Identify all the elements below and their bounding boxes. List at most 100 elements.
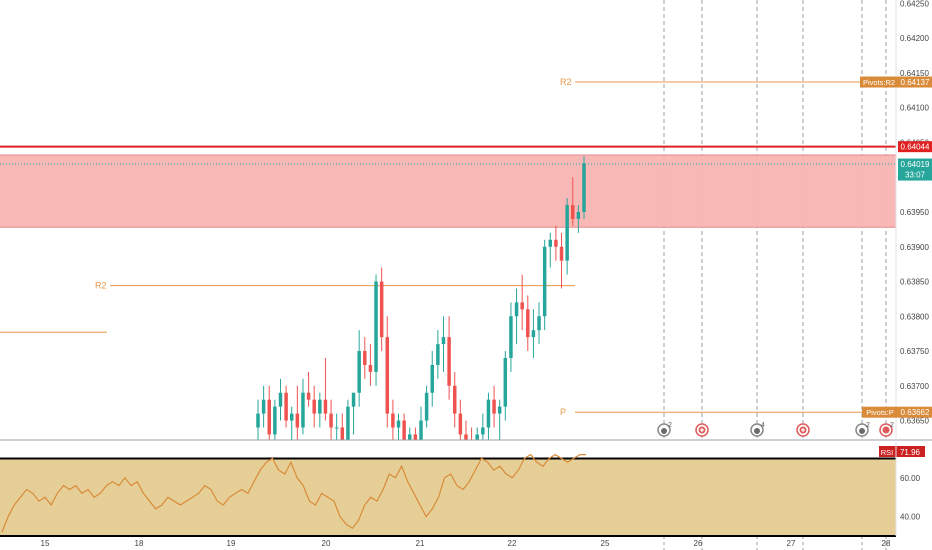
candle — [323, 357, 328, 421]
candle — [559, 232, 564, 289]
candle — [475, 427, 479, 440]
time-tick-label: 27 — [787, 539, 796, 548]
candle — [576, 205, 581, 233]
candle — [284, 385, 288, 428]
candle — [334, 413, 339, 440]
candle — [441, 316, 446, 372]
candle — [256, 399, 260, 440]
time-tick-label: 28 — [882, 539, 891, 548]
candle — [542, 239, 547, 331]
previous-r2-label: R2 — [95, 281, 107, 291]
candle — [452, 371, 457, 428]
price-tick-label: 0.64100 — [900, 104, 929, 113]
candle — [374, 274, 378, 386]
event-count: 2 — [668, 422, 672, 429]
time-tick-label: 21 — [416, 539, 425, 548]
candle — [520, 274, 524, 331]
candle — [363, 337, 367, 379]
time-tick-label: 22 — [508, 539, 517, 548]
red-level-tag: 0.64044 — [898, 141, 932, 153]
candle — [458, 399, 463, 440]
candle — [565, 198, 569, 275]
candle — [306, 371, 311, 407]
rsi-line — [1, 453, 586, 533]
time-axis[interactable]: 15 18 19 20 21 22 25 26 27 28 — [41, 539, 891, 548]
svg-text:Pivots:P: Pivots:P — [866, 408, 894, 417]
time-tick-label: 26 — [694, 539, 703, 548]
time-tick-label: 19 — [227, 539, 236, 548]
time-tick-label: 25 — [601, 539, 610, 548]
svg-text:0.64137: 0.64137 — [901, 78, 930, 87]
candle — [419, 406, 423, 440]
dividend-event-icon[interactable]: 2 — [879, 422, 894, 437]
candle — [318, 392, 322, 428]
candle — [340, 413, 345, 440]
time-tick-label: 18 — [135, 539, 144, 548]
pivot-r2-label: R2 — [560, 77, 572, 87]
candle — [537, 302, 541, 345]
candle — [447, 316, 451, 400]
candle — [267, 385, 271, 440]
earnings-event-icon[interactable]: 2 — [657, 422, 672, 437]
event-count: 4 — [761, 422, 765, 429]
candle — [424, 385, 429, 428]
candle — [396, 413, 401, 440]
svg-text:0.64044: 0.64044 — [901, 143, 930, 152]
rsi-value: 71.96 — [900, 448, 921, 457]
candle — [278, 378, 283, 421]
candle — [329, 399, 333, 440]
candle — [548, 232, 553, 268]
price-tick-label: 0.63800 — [900, 312, 929, 321]
candle — [571, 177, 575, 226]
pivot-r2-tag: Pivots:R2 0.64137 — [860, 76, 932, 88]
time-tick-label: 20 — [322, 539, 331, 548]
pivot-p-tag: Pivots:P 0.63662 — [862, 406, 932, 418]
event-markers[interactable]: 2 4 2 2 — [657, 422, 894, 437]
earnings-event-icon[interactable]: 4 — [750, 422, 765, 437]
candle — [503, 351, 508, 421]
svg-text:Pivots:R2: Pivots:R2 — [863, 78, 895, 87]
price-tick-label: 0.64200 — [900, 34, 929, 43]
rsi-band — [0, 458, 896, 536]
candle — [497, 399, 502, 440]
candle — [531, 309, 536, 358]
candle — [273, 399, 277, 440]
candle — [379, 267, 384, 352]
candle — [554, 225, 558, 261]
price-tick-label: 0.63900 — [900, 243, 929, 252]
candle — [351, 392, 356, 435]
candle — [408, 427, 412, 440]
candle — [582, 156, 586, 219]
earnings-event-icon[interactable]: 2 — [855, 422, 870, 437]
candle — [514, 288, 519, 345]
candle — [312, 385, 316, 428]
resistance-zone[interactable] — [0, 155, 896, 228]
dividend-event-icon[interactable] — [796, 423, 810, 437]
candle — [301, 378, 305, 435]
candle — [402, 413, 406, 440]
price-tick-label: 0.63650 — [900, 417, 929, 426]
price-tick-label: 0.63750 — [900, 347, 929, 356]
candle — [526, 295, 530, 352]
candle — [261, 385, 266, 428]
svg-text:0.63662: 0.63662 — [901, 408, 930, 417]
bar-countdown: 33:07 — [905, 171, 926, 180]
rsi-label: RSI — [881, 448, 894, 457]
candle — [464, 420, 468, 440]
candle — [357, 330, 361, 407]
candle — [391, 399, 395, 440]
candle — [385, 316, 390, 428]
price-tick-label: 0.63700 — [900, 382, 929, 391]
candle — [295, 385, 300, 440]
rsi-tick-label: 40.00 — [900, 513, 921, 522]
time-tick-label: 15 — [41, 539, 50, 548]
price-tick-label: 0.64150 — [900, 69, 929, 78]
candle — [413, 427, 418, 440]
candles — [256, 156, 586, 443]
candle — [368, 344, 373, 386]
rsi-tick-label: 60.00 — [900, 474, 921, 483]
dividend-event-icon[interactable] — [695, 423, 709, 437]
event-count: 2 — [890, 422, 894, 429]
candle — [509, 302, 513, 372]
